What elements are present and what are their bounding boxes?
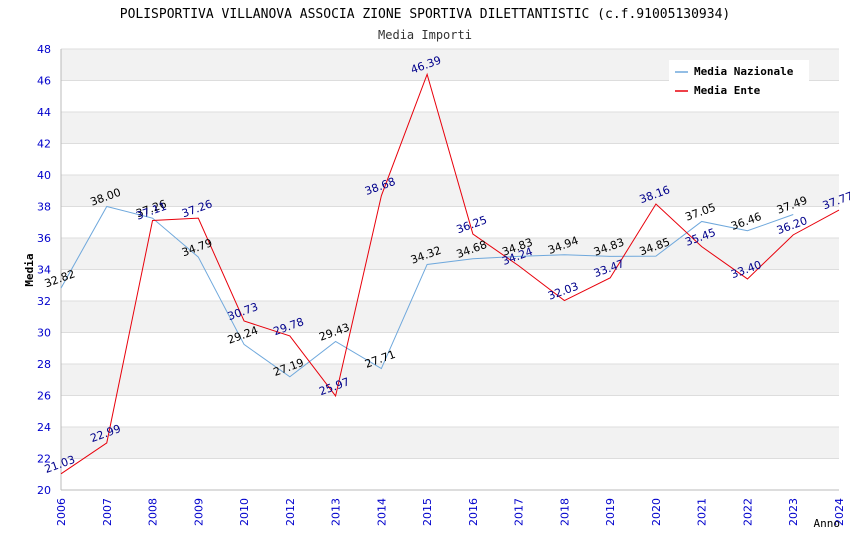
x-axis-ticks: 2006 2007 2008 2009 2010 2012 2013 2014 2015 2016… bbox=[55, 498, 846, 526]
y-tick-label: 36 bbox=[37, 232, 51, 245]
legend-label-media-ente: Media Ente bbox=[694, 84, 761, 97]
y-tick-label: 44 bbox=[37, 106, 51, 119]
x-tick-label-2024: 2024 bbox=[833, 498, 846, 526]
x-tick-label-2017: 2017 bbox=[513, 498, 526, 526]
x-tick-label-2020: 2020 bbox=[650, 498, 663, 526]
y-tick-label: 42 bbox=[37, 138, 51, 151]
x-tick-label-2023: 2023 bbox=[787, 498, 800, 526]
y-tick-label: 38 bbox=[37, 201, 51, 214]
x-tick-label-2014: 2014 bbox=[375, 498, 388, 526]
series-lines bbox=[60, 72, 840, 475]
chart-subtitle: Media Importi bbox=[378, 28, 472, 42]
x-axis-title: Anno bbox=[814, 517, 841, 530]
y-tick-label: 22 bbox=[37, 453, 51, 466]
x-tick-label-2006: 2006 bbox=[55, 498, 68, 526]
plot-band bbox=[61, 458, 839, 490]
plot-band bbox=[61, 238, 839, 270]
y-tick-label: 34 bbox=[37, 264, 51, 277]
x-tick-label-2021: 2021 bbox=[696, 498, 709, 526]
grid-lines bbox=[61, 48, 839, 491]
y-tick-label: 28 bbox=[37, 358, 51, 371]
y-axis-title: Media bbox=[23, 253, 36, 286]
x-tick-label-2016: 2016 bbox=[467, 498, 480, 526]
plot-band bbox=[61, 332, 839, 364]
plot-bands bbox=[61, 49, 839, 490]
plot-band bbox=[61, 143, 839, 175]
chart-title: POLISPORTIVA VILLANOVA ASSOCIA ZIONE SPO… bbox=[120, 7, 730, 22]
legend-label-media-nazionale: Media Nazionale bbox=[694, 65, 794, 78]
x-tick-label-2009: 2009 bbox=[192, 498, 205, 526]
x-tick-label-2019: 2019 bbox=[604, 498, 617, 526]
y-tick-label: 32 bbox=[37, 295, 51, 308]
y-tick-label: 30 bbox=[37, 327, 51, 340]
y-tick-label: 46 bbox=[37, 75, 51, 88]
x-tick-label-2013: 2013 bbox=[330, 498, 343, 526]
legend-box bbox=[669, 60, 809, 102]
plot-band bbox=[61, 269, 839, 301]
y-tick-label: 26 bbox=[37, 390, 51, 403]
plot-band bbox=[61, 395, 839, 427]
y-tick-label: 24 bbox=[37, 421, 51, 434]
plot-band bbox=[61, 301, 839, 333]
plot-band bbox=[61, 364, 839, 396]
plot-band bbox=[61, 175, 839, 207]
x-tick-label-2012: 2012 bbox=[284, 498, 297, 526]
y-tick-label: 48 bbox=[37, 43, 51, 56]
plot-band bbox=[61, 206, 839, 238]
legend: Media Nazionale Media Ente bbox=[669, 60, 809, 102]
x-tick-label-2007: 2007 bbox=[101, 498, 114, 526]
axes bbox=[60, 49, 839, 491]
plot-band bbox=[61, 427, 839, 459]
x-tick-label-2018: 2018 bbox=[558, 498, 571, 526]
y-axis-ticks: 20 22 24 26 28 30 32 34 36 38 40 42 44 46 48 bbox=[37, 43, 51, 497]
series-line-media-nazionale bbox=[60, 205, 794, 378]
x-tick-label-2010: 2010 bbox=[238, 498, 251, 526]
y-tick-label: 20 bbox=[37, 484, 51, 497]
x-tick-label-2015: 2015 bbox=[421, 498, 434, 526]
y-tick-label: 40 bbox=[37, 169, 51, 182]
series-line-media-ente bbox=[60, 72, 840, 475]
x-tick-label-2022: 2022 bbox=[741, 498, 754, 526]
x-tick-label-2008: 2008 bbox=[147, 498, 160, 526]
plot-band bbox=[61, 112, 839, 144]
